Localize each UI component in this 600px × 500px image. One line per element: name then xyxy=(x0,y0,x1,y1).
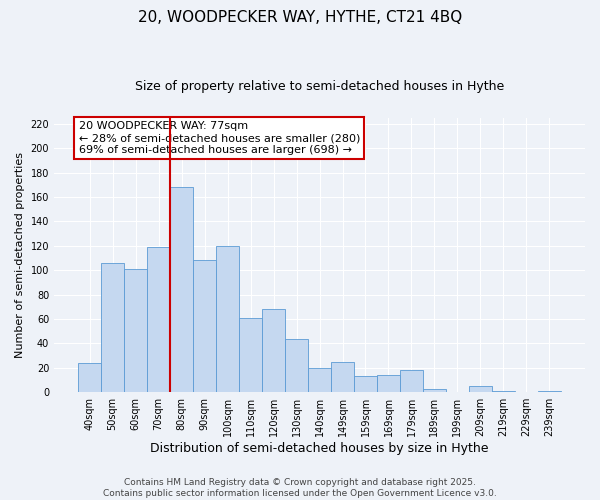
Bar xyxy=(354,376,377,392)
X-axis label: Distribution of semi-detached houses by size in Hythe: Distribution of semi-detached houses by … xyxy=(150,442,489,455)
Bar xyxy=(469,386,492,392)
Bar xyxy=(262,310,285,392)
Bar xyxy=(193,260,216,392)
Bar xyxy=(78,363,101,392)
Text: Contains HM Land Registry data © Crown copyright and database right 2025.
Contai: Contains HM Land Registry data © Crown c… xyxy=(103,478,497,498)
Text: 20 WOODPECKER WAY: 77sqm
← 28% of semi-detached houses are smaller (280)
69% of : 20 WOODPECKER WAY: 77sqm ← 28% of semi-d… xyxy=(79,122,360,154)
Bar xyxy=(216,246,239,392)
Bar xyxy=(124,269,147,392)
Bar xyxy=(170,188,193,392)
Y-axis label: Number of semi-detached properties: Number of semi-detached properties xyxy=(15,152,25,358)
Text: 20, WOODPECKER WAY, HYTHE, CT21 4BQ: 20, WOODPECKER WAY, HYTHE, CT21 4BQ xyxy=(138,10,462,25)
Bar xyxy=(239,318,262,392)
Bar xyxy=(423,388,446,392)
Bar xyxy=(101,263,124,392)
Bar xyxy=(147,247,170,392)
Bar xyxy=(331,362,354,392)
Bar xyxy=(308,368,331,392)
Title: Size of property relative to semi-detached houses in Hythe: Size of property relative to semi-detach… xyxy=(135,80,504,93)
Bar xyxy=(285,338,308,392)
Bar xyxy=(492,391,515,392)
Bar xyxy=(377,375,400,392)
Bar xyxy=(538,391,561,392)
Bar xyxy=(400,370,423,392)
